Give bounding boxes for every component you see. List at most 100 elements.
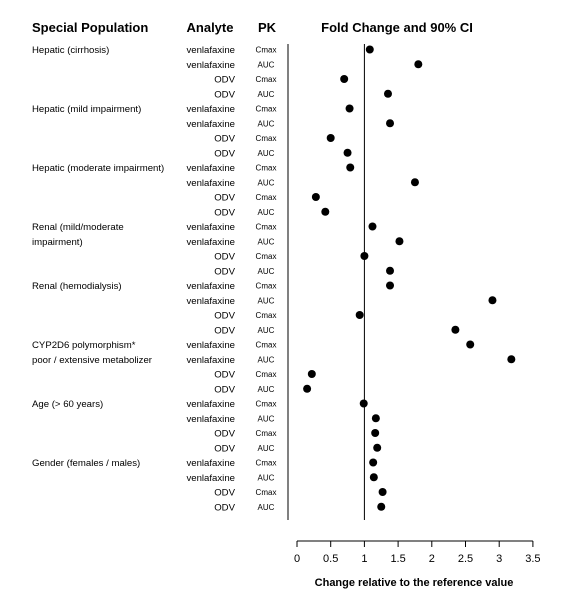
data-point	[377, 502, 386, 511]
data-point	[373, 443, 382, 452]
analyte-label: venlafaxine	[186, 340, 235, 351]
x-tick-label: 2	[429, 553, 435, 565]
population-label: Hepatic (cirrhosis)	[32, 45, 109, 56]
pk-label: AUC	[258, 355, 275, 364]
analyte-label: ODV	[214, 148, 235, 159]
analyte-label: ODV	[214, 193, 235, 204]
pk-label: Cmax	[256, 193, 277, 202]
population-label: CYP2D6 polymorphism*	[32, 340, 136, 351]
x-tick-label: 3.5	[525, 553, 540, 565]
data-point	[303, 384, 312, 393]
pk-label: AUC	[258, 473, 275, 482]
analyte-label: venlafaxine	[186, 281, 235, 292]
data-point	[383, 89, 392, 98]
population-label: Renal (mild/moderate	[32, 222, 124, 233]
analyte-label: ODV	[214, 134, 235, 145]
pk-label: AUC	[258, 237, 275, 246]
data-point	[311, 193, 320, 201]
data-point	[359, 399, 368, 408]
data-point	[378, 488, 387, 496]
analyte-label: venlafaxine	[186, 119, 235, 130]
data-point	[340, 75, 349, 83]
pk-label: Cmax	[256, 311, 277, 320]
pk-label: Cmax	[256, 223, 277, 232]
x-tick-label: 0	[294, 553, 300, 565]
pk-label: Cmax	[256, 400, 277, 409]
data-point	[343, 148, 352, 157]
pk-label: Cmax	[256, 341, 277, 350]
analyte-label: venlafaxine	[186, 104, 235, 115]
pk-label: Cmax	[256, 75, 277, 84]
pk-label: AUC	[258, 444, 275, 453]
x-tick-label: 3	[496, 553, 502, 565]
data-point	[368, 222, 377, 231]
data-point	[466, 340, 475, 349]
pk-label: Cmax	[256, 282, 277, 291]
data-point	[371, 429, 380, 437]
population-label: Renal (hemodialysis)	[32, 281, 122, 292]
analyte-label: ODV	[214, 370, 235, 381]
data-point	[386, 281, 395, 290]
data-point	[355, 311, 364, 319]
analyte-label: ODV	[214, 384, 235, 395]
pk-label: Cmax	[256, 459, 277, 468]
pk-label: AUC	[258, 208, 275, 217]
data-point	[307, 370, 316, 378]
data-point	[371, 414, 380, 423]
analyte-label: venlafaxine	[186, 458, 235, 469]
analyte-label: ODV	[214, 75, 235, 86]
header-fold-change: Fold Change and 90% CI	[321, 20, 473, 35]
pk-label: Cmax	[256, 370, 277, 379]
pk-label: AUC	[258, 296, 275, 305]
analyte-label: venlafaxine	[186, 237, 235, 248]
x-axis-label: Change relative to the reference value	[315, 577, 514, 589]
data-point	[369, 473, 378, 482]
pk-label: Cmax	[256, 164, 277, 173]
pk-label: AUC	[258, 60, 275, 69]
analyte-label: ODV	[214, 252, 235, 263]
analyte-label: ODV	[214, 311, 235, 322]
population-label: poor / extensive metabolizer	[32, 355, 153, 366]
analyte-label: venlafaxine	[186, 222, 235, 233]
analyte-label: venlafaxine	[186, 163, 235, 174]
data-point	[507, 355, 516, 364]
data-point	[386, 119, 395, 128]
data-point	[365, 45, 374, 54]
analyte-label: ODV	[214, 502, 235, 513]
pk-label: Cmax	[256, 252, 277, 261]
population-label: impairment)	[32, 237, 83, 248]
header-pk: PK	[258, 20, 277, 35]
data-point	[414, 60, 423, 69]
pk-label: AUC	[258, 503, 275, 512]
pk-label: AUC	[258, 90, 275, 99]
pk-label: AUC	[258, 414, 275, 423]
rows-layer: Hepatic (cirrhosis) venlafaxine Cmax venlaf…	[32, 45, 516, 513]
analyte-label: venlafaxine	[186, 399, 235, 410]
pk-label: Cmax	[256, 488, 277, 497]
population-label: Age (> 60 years)	[32, 399, 103, 410]
pk-label: AUC	[258, 119, 275, 128]
analyte-label: venlafaxine	[186, 178, 235, 189]
population-label: Gender (females / males)	[32, 458, 140, 469]
data-point	[369, 458, 378, 467]
analyte-label: venlafaxine	[186, 414, 235, 425]
analyte-label: venlafaxine	[186, 355, 235, 366]
pk-label: AUC	[258, 326, 275, 335]
x-tick-label: 2.5	[458, 553, 473, 565]
analyte-label: ODV	[214, 488, 235, 499]
header-special-population: Special Population	[32, 20, 148, 35]
pk-label: AUC	[258, 267, 275, 276]
data-point	[386, 266, 395, 275]
x-tick-label: 0.5	[323, 553, 338, 565]
data-point	[451, 325, 460, 334]
data-point	[345, 104, 354, 113]
analyte-label: venlafaxine	[186, 473, 235, 484]
analyte-label: venlafaxine	[186, 45, 235, 56]
x-axis: 0 0.5 1 1.5 2 2.5 3 3.5	[294, 540, 541, 565]
data-point	[321, 207, 330, 216]
population-label: Hepatic (mild impairment)	[32, 104, 141, 115]
analyte-label: ODV	[214, 443, 235, 454]
analyte-label: ODV	[214, 89, 235, 100]
population-label: Hepatic (moderate impairment)	[32, 163, 164, 174]
